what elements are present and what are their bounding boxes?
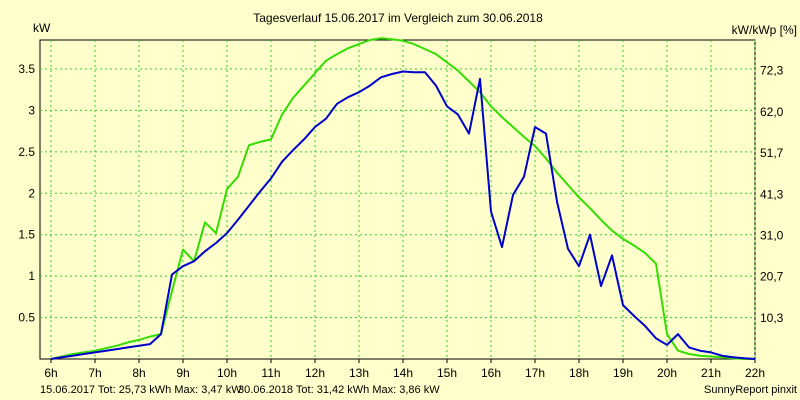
x-tick-label: 14h: [393, 366, 413, 380]
y2-tick-label: 31,0: [760, 228, 784, 242]
chart-title: Tagesverlauf 15.06.2017 im Vergleich zum…: [253, 11, 543, 25]
y2-tick-label: 62,0: [760, 105, 784, 119]
x-tick-label: 15h: [437, 366, 457, 380]
x-tick-label: 20h: [657, 366, 677, 380]
x-tick-label: 19h: [613, 366, 633, 380]
series-line-1: [50, 70, 756, 360]
credit-label: SunnyReport pinxit: [704, 384, 797, 396]
y-tick-label: 1.5: [18, 228, 35, 242]
x-tick-label: 16h: [481, 366, 501, 380]
x-tick-label: 11h: [261, 366, 280, 380]
x-tick-label: 18h: [569, 366, 589, 380]
y-tick-label: 3.5: [18, 62, 35, 76]
grid: [40, 40, 756, 359]
x-tick-label: 9h: [176, 366, 189, 380]
x-axis: 6h 7h 8h 9h 10h 11h 12h 13h 14h 15h 16h 17h 18h 19h 20…: [44, 359, 765, 380]
x-tick-label: 13h: [349, 366, 369, 380]
y2-tick-label: 20,7: [760, 269, 784, 283]
y-axis-right: 10,3 20,7 31,0 41,3 51,7 62,0 72,3: [760, 64, 784, 325]
y-tick-label: 2: [28, 186, 35, 200]
x-tick-label: 17h: [525, 366, 545, 380]
y-axis-right-label: kW/kWp [%]: [732, 23, 797, 37]
x-tick-label: 21h: [701, 366, 721, 380]
series-lines: [50, 37, 756, 360]
y-tick-label: 3: [28, 103, 35, 117]
x-tick-label: 22h: [745, 366, 765, 380]
legend-series-1: 15.06.2017 Tot: 25,73 kWh Max: 3,47 kW: [40, 384, 242, 396]
y-tick-label: 1: [28, 269, 35, 283]
x-tick-label: 6h: [44, 366, 57, 380]
x-tick-label: 12h: [305, 366, 325, 380]
x-tick-label: 8h: [132, 366, 145, 380]
plot-area: [39, 39, 756, 360]
y-tick-label: 2.5: [18, 145, 35, 159]
x-tick-label: 7h: [88, 366, 101, 380]
y2-tick-label: 72,3: [760, 64, 784, 78]
y-tick-label: 0.5: [18, 311, 35, 325]
y-axis-left-label: kW: [33, 21, 51, 35]
y-axis-left: 0.5 1 1.5 2 2.5 3 3.5: [18, 62, 35, 325]
x-tick-label: 10h: [217, 366, 237, 380]
y2-tick-label: 10,3: [760, 311, 784, 325]
series-line-2: [50, 37, 755, 360]
legend-series-2: 30.06.2018 Tot: 31,42 kWh Max: 3,86 kW: [238, 384, 440, 396]
y2-tick-label: 51,7: [760, 146, 784, 160]
y2-tick-label: 41,3: [760, 187, 784, 201]
